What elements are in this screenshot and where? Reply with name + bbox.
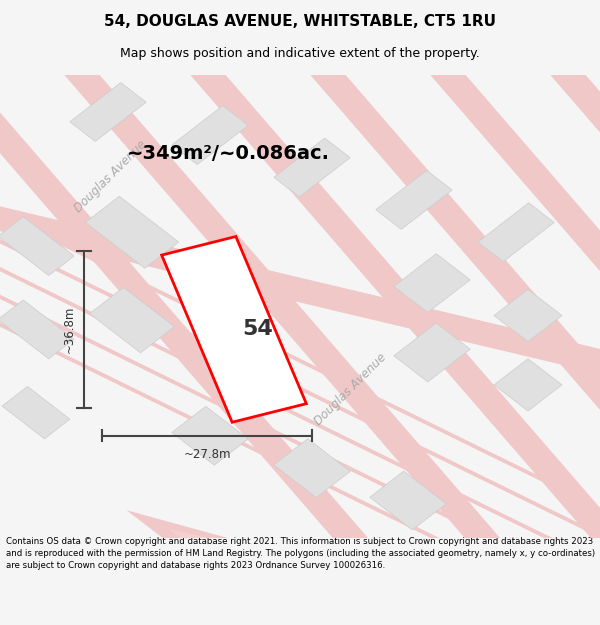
Polygon shape — [494, 359, 562, 411]
Polygon shape — [70, 82, 146, 141]
Polygon shape — [376, 171, 452, 229]
Text: 54, DOUGLAS AVENUE, WHITSTABLE, CT5 1RU: 54, DOUGLAS AVENUE, WHITSTABLE, CT5 1RU — [104, 14, 496, 29]
Text: Douglas Avenue: Douglas Avenue — [72, 138, 149, 216]
Polygon shape — [0, 206, 600, 541]
Polygon shape — [0, 261, 600, 597]
Polygon shape — [0, 300, 74, 359]
Text: ~36.8m: ~36.8m — [62, 306, 76, 353]
Text: 54: 54 — [242, 319, 274, 339]
Polygon shape — [127, 510, 600, 625]
Polygon shape — [172, 106, 248, 164]
Polygon shape — [169, 529, 600, 625]
Polygon shape — [161, 236, 307, 422]
Polygon shape — [517, 21, 600, 592]
Polygon shape — [172, 406, 248, 465]
Polygon shape — [274, 439, 350, 498]
Text: ~27.8m: ~27.8m — [183, 448, 231, 461]
Text: Map shows position and indicative extent of the property.: Map shows position and indicative extent… — [120, 48, 480, 61]
Polygon shape — [0, 186, 600, 394]
Polygon shape — [370, 471, 446, 530]
Polygon shape — [2, 386, 70, 439]
Polygon shape — [85, 196, 179, 268]
Polygon shape — [274, 138, 350, 197]
Polygon shape — [157, 21, 600, 592]
Polygon shape — [277, 21, 600, 592]
Polygon shape — [397, 21, 600, 592]
Polygon shape — [0, 234, 600, 569]
Polygon shape — [0, 21, 401, 592]
Polygon shape — [394, 323, 470, 382]
Polygon shape — [0, 217, 74, 276]
Polygon shape — [0, 289, 600, 625]
Polygon shape — [0, 178, 600, 514]
Polygon shape — [89, 288, 175, 353]
Text: Contains OS data © Crown copyright and database right 2021. This information is : Contains OS data © Crown copyright and d… — [6, 538, 595, 570]
Polygon shape — [394, 254, 470, 312]
Polygon shape — [494, 289, 562, 342]
Polygon shape — [478, 203, 554, 262]
Text: Douglas Avenue: Douglas Avenue — [312, 351, 389, 428]
Text: ~349m²/~0.086ac.: ~349m²/~0.086ac. — [127, 144, 329, 163]
Polygon shape — [31, 21, 533, 592]
